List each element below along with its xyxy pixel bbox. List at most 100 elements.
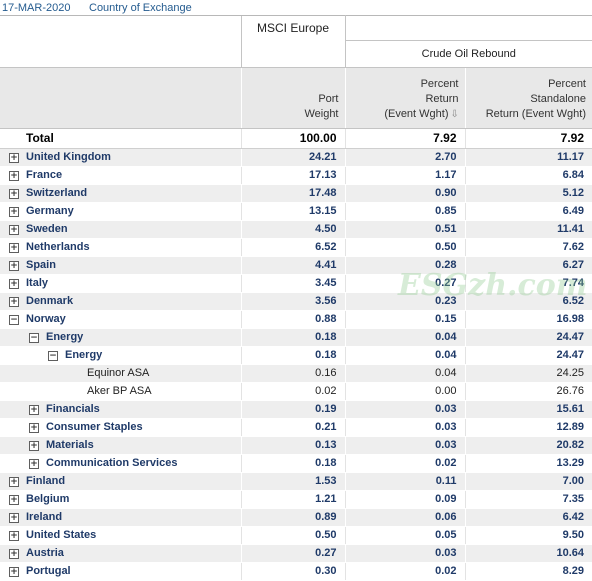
port-weight-cell: 0.50 <box>240 526 345 545</box>
percent-return-cell: 0.28 <box>344 256 465 275</box>
percent-return-cell: 0.04 <box>344 328 465 347</box>
table-row[interactable]: + Materials 0.13 0.03 20.82 <box>0 436 592 455</box>
port-weight-cell: 3.45 <box>240 274 345 293</box>
expand-icon[interactable]: + <box>9 207 19 217</box>
expand-icon[interactable]: + <box>9 261 19 271</box>
group-by-label[interactable]: Country of Exchange <box>89 2 192 14</box>
expand-icon[interactable]: + <box>9 189 19 199</box>
row-label-text[interactable]: Denmark <box>26 295 74 307</box>
table-row[interactable]: + Denmark 3.56 0.23 6.52 <box>0 292 592 311</box>
row-label-text[interactable]: Equinor ASA <box>87 367 150 379</box>
row-label-text[interactable]: Switzerland <box>26 187 88 199</box>
table-row[interactable]: + Consumer Staples 0.21 0.03 12.89 <box>0 418 592 437</box>
row-label: + Spain <box>0 256 241 275</box>
col-header-line: Percent <box>420 78 459 90</box>
port-weight-cell: 4.50 <box>240 220 345 239</box>
row-label-text[interactable]: Italy <box>26 277 49 289</box>
row-label-text[interactable]: Finland <box>26 475 66 487</box>
expand-icon[interactable]: + <box>9 297 19 307</box>
percent-return-cell: 0.85 <box>344 202 465 221</box>
expand-icon[interactable]: + <box>9 477 19 487</box>
table-row[interactable]: + Netherlands 6.52 0.50 7.62 <box>0 238 592 257</box>
expand-icon[interactable]: + <box>29 423 39 433</box>
expand-icon[interactable]: + <box>29 405 39 415</box>
standalone-return-cell: 6.52 <box>464 292 592 311</box>
header-blank <box>0 67 242 129</box>
col-header-standalone-return[interactable]: Percent Standalone Return (Event Wght) <box>464 67 592 129</box>
expand-icon[interactable]: + <box>9 531 19 541</box>
percent-return-cell: 0.51 <box>344 220 465 239</box>
risk-report-table: MSCI Europe Crude Oil Rebound Port Weigh… <box>0 15 592 581</box>
expand-icon[interactable]: + <box>9 243 19 253</box>
expand-icon[interactable]: + <box>9 153 19 163</box>
row-label-text[interactable]: Energy <box>65 349 103 361</box>
percent-return-cell: 0.23 <box>344 292 465 311</box>
standalone-return-cell: 6.84 <box>464 166 592 185</box>
table-row[interactable]: − Norway 0.88 0.15 16.98 <box>0 310 592 329</box>
table-row[interactable]: + Spain 4.41 0.28 6.27 <box>0 256 592 275</box>
collapse-icon[interactable]: − <box>48 351 58 361</box>
expand-icon[interactable]: + <box>9 279 19 289</box>
table-row[interactable]: + France 17.13 1.17 6.84 <box>0 166 592 185</box>
table-row[interactable]: + United Kingdom 24.21 2.70 11.17 <box>0 148 592 167</box>
row-label: Equinor ASA <box>0 364 241 383</box>
col-header-line: Percent <box>548 78 586 90</box>
table-row[interactable]: + Switzerland 17.48 0.90 5.12 <box>0 184 592 203</box>
standalone-return-cell: 13.29 <box>464 454 592 473</box>
row-label: + Denmark <box>0 292 241 311</box>
table-row[interactable]: + Finland 1.53 0.11 7.00 <box>0 472 592 491</box>
expand-icon[interactable]: + <box>9 513 19 523</box>
table-row[interactable]: + Portugal 0.30 0.02 8.29 <box>0 562 592 581</box>
row-label-text[interactable]: Aker BP ASA <box>87 385 152 397</box>
expand-icon[interactable]: + <box>9 171 19 181</box>
port-weight-cell: 0.88 <box>240 310 345 329</box>
row-label-text[interactable]: Portugal <box>26 565 71 577</box>
table-row[interactable]: + Germany 13.15 0.85 6.49 <box>0 202 592 221</box>
row-label: + Finland <box>0 472 241 491</box>
report-header: 17-MAR-2020 Country of Exchange <box>0 0 592 15</box>
row-label-text[interactable]: Austria <box>26 547 64 559</box>
table-row[interactable]: − Energy 0.18 0.04 24.47 <box>0 346 592 365</box>
table-row[interactable]: + Sweden 4.50 0.51 11.41 <box>0 220 592 239</box>
row-label-text[interactable]: Germany <box>26 205 74 217</box>
table-row[interactable]: Aker BP ASA 0.02 0.00 26.76 <box>0 382 592 401</box>
row-label-text[interactable]: Netherlands <box>26 241 90 253</box>
row-label-text[interactable]: Spain <box>26 259 56 271</box>
table-row[interactable]: + Austria 0.27 0.03 10.64 <box>0 544 592 563</box>
port-weight-cell: 0.19 <box>240 400 345 419</box>
row-label-text[interactable]: France <box>26 169 63 181</box>
expand-icon[interactable]: + <box>29 441 39 451</box>
row-label-text[interactable]: United Kingdom <box>26 151 111 163</box>
row-label-text[interactable]: Consumer Staples <box>46 421 143 433</box>
collapse-icon[interactable]: − <box>29 333 39 343</box>
row-label-text[interactable]: Belgium <box>26 493 70 505</box>
percent-return-cell: 0.03 <box>344 400 465 419</box>
expand-icon[interactable]: + <box>9 495 19 505</box>
table-row[interactable]: − Energy 0.18 0.04 24.47 <box>0 328 592 347</box>
row-label-text[interactable]: Energy <box>46 331 84 343</box>
expand-icon[interactable]: + <box>9 549 19 559</box>
col-header-port-weight[interactable]: Port Weight <box>240 67 345 129</box>
port-weight-cell: 0.16 <box>240 364 345 383</box>
table-row[interactable]: Equinor ASA 0.16 0.04 24.25 <box>0 364 592 383</box>
table-row[interactable]: + United States 0.50 0.05 9.50 <box>0 526 592 545</box>
table-row[interactable]: + Ireland 0.89 0.06 6.42 <box>0 508 592 527</box>
row-label-text[interactable]: Materials <box>46 439 94 451</box>
sort-down-icon[interactable]: ⇩ <box>450 109 459 120</box>
table-row[interactable]: + Belgium 1.21 0.09 7.35 <box>0 490 592 509</box>
expand-icon[interactable]: + <box>9 567 19 577</box>
row-label-text[interactable]: Ireland <box>26 511 63 523</box>
table-row[interactable]: + Communication Services 0.18 0.02 13.29 <box>0 454 592 473</box>
collapse-icon[interactable]: − <box>9 315 19 325</box>
expand-icon[interactable]: + <box>9 225 19 235</box>
row-label-text[interactable]: Financials <box>46 403 100 415</box>
row-label-text[interactable]: Sweden <box>26 223 68 235</box>
row-label-text[interactable]: Norway <box>26 313 66 325</box>
percent-return-cell: 0.15 <box>344 310 465 329</box>
table-row[interactable]: + Italy 3.45 0.27 7.74 <box>0 274 592 293</box>
expand-icon[interactable]: + <box>29 459 39 469</box>
table-row[interactable]: + Financials 0.19 0.03 15.61 <box>0 400 592 419</box>
row-label-text[interactable]: Communication Services <box>46 457 178 469</box>
row-label-text[interactable]: United States <box>26 529 97 541</box>
col-header-percent-return[interactable]: Percent Return (Event Wght) ⇩ <box>344 67 465 129</box>
